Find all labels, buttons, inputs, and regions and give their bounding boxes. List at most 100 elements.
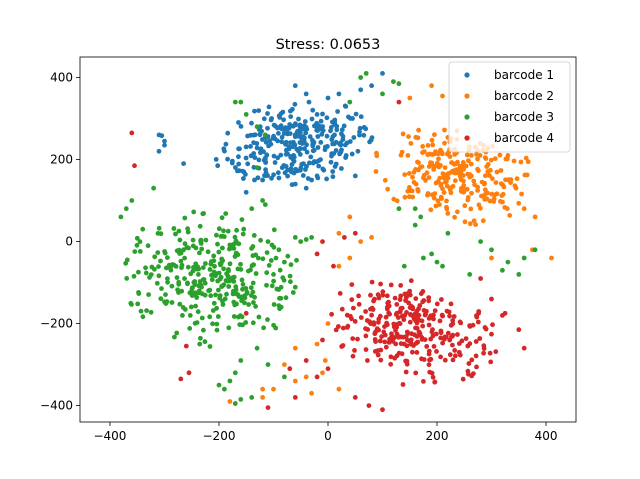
- data-point: [251, 233, 257, 238]
- data-point: [303, 185, 309, 191]
- data-point: [281, 163, 287, 168]
- data-point: [445, 330, 451, 336]
- data-point: [307, 134, 313, 140]
- data-point: [372, 337, 378, 342]
- data-point: [396, 206, 402, 212]
- data-point: [288, 114, 294, 119]
- data-point: [264, 250, 270, 256]
- y-tick-label: 200: [50, 153, 73, 167]
- data-point: [469, 153, 474, 158]
- data-point: [282, 374, 287, 380]
- data-point: [268, 258, 274, 263]
- data-point: [298, 167, 303, 173]
- data-point: [156, 225, 162, 231]
- data-point: [447, 313, 452, 319]
- data-point: [414, 308, 420, 314]
- data-point: [490, 322, 495, 328]
- y-tick-label: −200: [40, 317, 73, 331]
- data-point: [195, 309, 201, 315]
- data-point: [369, 279, 375, 285]
- data-point: [475, 188, 480, 193]
- data-point: [439, 297, 444, 302]
- data-point: [211, 258, 217, 264]
- data-point: [513, 185, 519, 191]
- data-point: [238, 267, 244, 272]
- data-point: [507, 213, 513, 218]
- data-point: [468, 161, 474, 167]
- data-point: [442, 127, 447, 133]
- data-point: [300, 173, 306, 178]
- data-point: [293, 166, 298, 172]
- data-point: [308, 154, 314, 160]
- data-point: [197, 250, 202, 256]
- data-point: [187, 326, 193, 331]
- y-axis: −400 −200 0 200 400: [40, 71, 80, 413]
- data-point: [413, 370, 419, 376]
- data-point: [143, 265, 148, 271]
- data-point: [493, 180, 499, 186]
- data-point: [386, 303, 392, 309]
- data-point: [156, 148, 162, 154]
- data-point: [329, 137, 335, 142]
- data-point: [447, 154, 453, 160]
- data-point: [426, 175, 432, 180]
- data-point: [254, 345, 260, 351]
- data-point: [408, 312, 413, 318]
- data-point: [421, 175, 426, 181]
- data-point: [402, 194, 408, 200]
- data-point: [395, 315, 401, 320]
- data-point: [485, 190, 490, 196]
- data-point: [353, 111, 359, 117]
- data-point: [416, 160, 421, 166]
- data-point: [248, 267, 253, 273]
- data-point: [309, 390, 314, 396]
- data-point: [134, 235, 140, 241]
- data-point: [233, 251, 239, 256]
- data-point: [187, 313, 193, 318]
- data-point: [399, 305, 405, 311]
- data-point: [208, 293, 214, 299]
- data-point: [283, 139, 289, 145]
- data-point: [498, 168, 504, 173]
- data-point: [389, 333, 395, 339]
- data-point: [236, 161, 242, 167]
- data-point: [329, 153, 334, 159]
- data-point: [182, 241, 188, 247]
- data-point: [452, 348, 458, 353]
- data-point: [252, 108, 257, 114]
- data-point: [466, 361, 472, 366]
- data-point: [244, 290, 250, 296]
- data-point: [471, 178, 477, 184]
- data-point: [145, 243, 151, 249]
- data-point: [328, 159, 334, 165]
- data-point: [264, 282, 269, 288]
- data-point: [226, 325, 232, 331]
- data-point: [325, 366, 331, 372]
- data-point: [186, 370, 192, 376]
- data-point: [292, 395, 298, 400]
- data-point: [169, 300, 175, 305]
- data-point: [357, 125, 363, 131]
- data-point: [177, 237, 183, 243]
- data-point: [380, 71, 385, 76]
- data-point: [405, 331, 411, 336]
- data-point: [241, 226, 247, 232]
- data-point: [156, 132, 162, 138]
- data-point: [457, 173, 463, 179]
- data-point: [296, 116, 301, 122]
- data-point: [443, 334, 449, 340]
- data-point: [336, 386, 342, 392]
- data-point: [458, 320, 464, 326]
- data-point: [215, 241, 220, 247]
- data-point: [349, 151, 355, 157]
- data-point: [293, 121, 298, 126]
- data-point: [344, 325, 350, 330]
- data-point: [239, 217, 245, 223]
- legend-item: barcode 2: [464, 89, 554, 103]
- data-point: [222, 386, 227, 392]
- data-point: [489, 296, 494, 302]
- data-point: [377, 338, 383, 344]
- data-point: [503, 177, 508, 183]
- data-point: [429, 251, 434, 257]
- data-point: [254, 124, 260, 130]
